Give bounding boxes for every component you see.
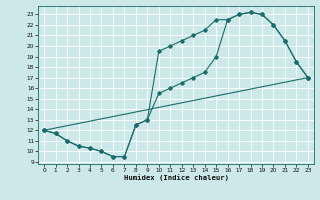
X-axis label: Humidex (Indice chaleur): Humidex (Indice chaleur) xyxy=(124,175,228,181)
